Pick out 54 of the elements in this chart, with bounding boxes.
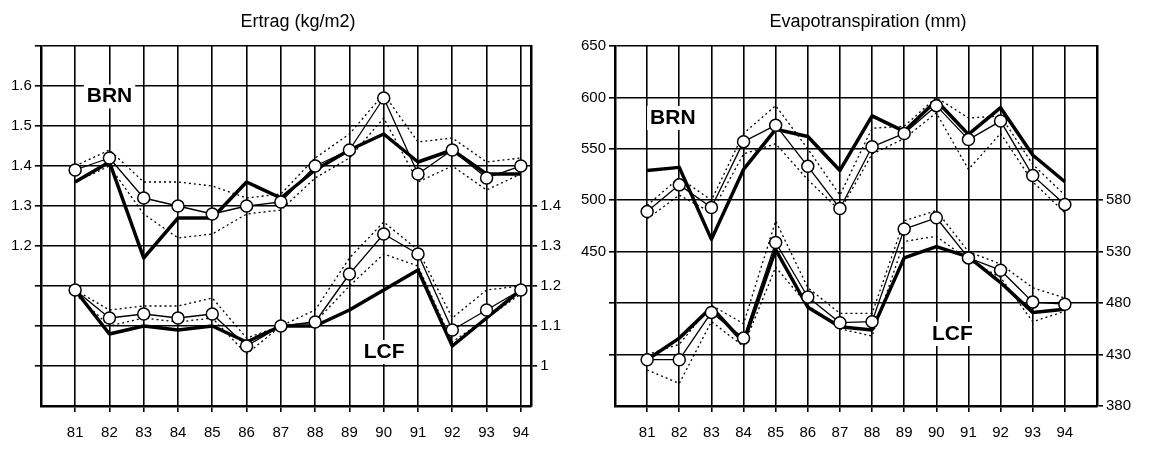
x-tick-label: 90 xyxy=(927,423,945,441)
x-tick-label: 90 xyxy=(375,423,393,441)
x-tick-label: 84 xyxy=(735,423,752,441)
x-tick-label: 88 xyxy=(863,423,881,441)
y-tick-label: 600 xyxy=(581,87,607,105)
y-tick-label: 1.6 xyxy=(10,76,32,94)
x-tick-label: 84 xyxy=(169,423,187,441)
x-tick-label: 92 xyxy=(992,423,1009,441)
x-tick-label: 81 xyxy=(66,423,84,441)
x-tick-label: 89 xyxy=(341,423,358,441)
y2-tick-label: 380 xyxy=(1105,396,1131,414)
annotation: BRN xyxy=(650,104,696,128)
x-tick-label: 83 xyxy=(703,423,720,441)
y2-tick-label: 530 xyxy=(1105,241,1131,259)
y2-tick-label: 1.3 xyxy=(540,236,562,254)
y2-tick-label: 1.2 xyxy=(540,276,562,294)
y-tick-label: 450 xyxy=(581,241,607,259)
y2-tick-label: 480 xyxy=(1105,293,1131,311)
x-tick-label: 94 xyxy=(1056,423,1074,441)
chart-title: Ertrag (kg/m2) xyxy=(239,10,357,33)
y-tick-label: 650 xyxy=(581,36,607,54)
annotation: LCF xyxy=(363,338,405,362)
x-tick-label: 91 xyxy=(960,423,977,441)
x-tick-label: 87 xyxy=(272,423,290,441)
y-tick-label: 1.5 xyxy=(10,116,32,134)
x-tick-label: 93 xyxy=(1024,423,1042,441)
y2-tick-label: 1.1 xyxy=(540,316,562,334)
y2-tick-label: 1 xyxy=(540,356,549,374)
chart-title: Evapotranspiration (mm) xyxy=(768,10,968,33)
annotation: BRN xyxy=(86,83,133,107)
x-tick-label: 89 xyxy=(895,423,913,441)
x-tick-label: 93 xyxy=(478,423,495,441)
x-tick-label: 81 xyxy=(638,423,656,441)
x-tick-label: 85 xyxy=(203,423,221,441)
x-tick-label: 92 xyxy=(443,423,461,441)
annotation: LCF xyxy=(931,320,973,344)
x-tick-label: 91 xyxy=(409,423,427,441)
x-tick-label: 86 xyxy=(799,423,817,441)
y-tick-label: 1.3 xyxy=(10,196,32,214)
x-tick-label: 82 xyxy=(101,423,118,441)
x-tick-label: 86 xyxy=(238,423,255,441)
y2-tick-label: 1.4 xyxy=(540,196,562,214)
x-tick-label: 94 xyxy=(512,423,530,441)
x-tick-label: 87 xyxy=(831,423,849,441)
x-tick-label: 88 xyxy=(306,423,324,441)
y2-tick-label: 580 xyxy=(1105,190,1131,208)
y-tick-label: 1.2 xyxy=(10,236,32,254)
x-tick-label: 85 xyxy=(767,423,785,441)
y-tick-label: 500 xyxy=(581,190,607,208)
y-tick-label: 550 xyxy=(581,139,607,156)
x-tick-label: 82 xyxy=(670,423,688,441)
y2-tick-label: 430 xyxy=(1105,344,1131,362)
x-tick-label: 83 xyxy=(135,423,153,441)
y-tick-label: 1.4 xyxy=(10,156,32,174)
